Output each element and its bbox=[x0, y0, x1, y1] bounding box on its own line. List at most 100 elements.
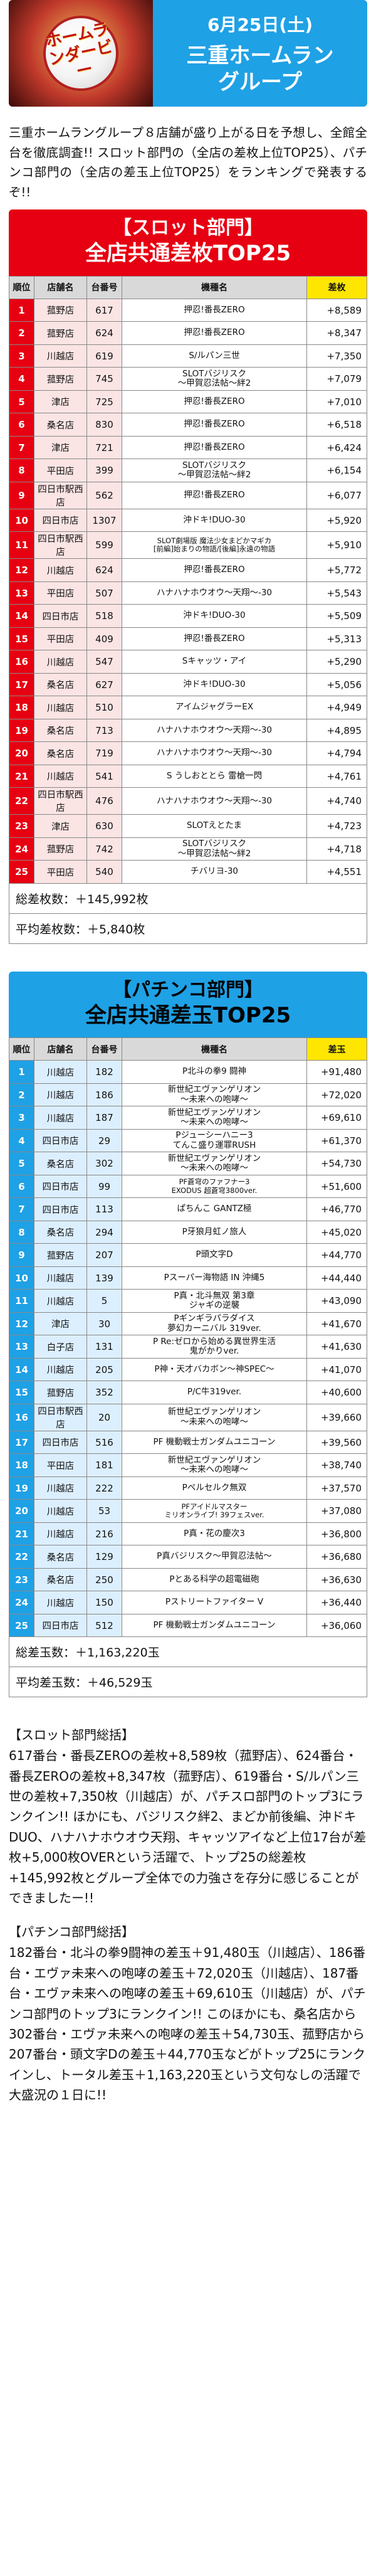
rank-cell: 22 bbox=[9, 787, 34, 815]
store-cell: 桑名店 bbox=[34, 1220, 87, 1244]
machine-name-cell: 沖ドキ!DUO-30 bbox=[122, 672, 307, 697]
machine-name-cell: Pとある科学の超電磁砲 bbox=[122, 1567, 307, 1592]
pachinko-banner-title: 【パチンコ部門】 bbox=[113, 978, 263, 1001]
table-row: 5 津店 725 押忍!番長ZERO +7,010 bbox=[9, 390, 367, 414]
machine-name-cell: P真・北斗無双 第3章 ジャギの逆襲 bbox=[122, 1289, 307, 1313]
machine-name-cell: 押忍!番長ZERO bbox=[122, 321, 307, 345]
machine-name-cell: S/ルパン三世 bbox=[122, 344, 307, 368]
table-row: 14 四日市店 518 沖ドキ!DUO-30 +5,509 bbox=[9, 604, 367, 628]
table-row: 7 津店 721 押忍!番長ZERO +6,424 bbox=[9, 435, 367, 460]
diff-value-cell: +4,761 bbox=[306, 764, 367, 788]
table-row: 1 菰野店 617 押忍!番長ZERO +8,589 bbox=[9, 298, 367, 322]
machine-number-cell: 30 bbox=[86, 1312, 122, 1336]
table-row: 9 菰野店 207 P頭文字D +44,770 bbox=[9, 1243, 367, 1267]
table-row: 20 川越店 53 PFアイドルマスター ミリオンライブ! 39フェスver. +37,0… bbox=[9, 1499, 367, 1523]
machine-name-cell: Sキャッツ・アイ bbox=[122, 650, 307, 674]
table-row: 2 菰野店 624 押忍!番長ZERO +8,347 bbox=[9, 321, 367, 345]
table-row: 24 菰野店 742 SLOTバジリスク ～甲賀忍法帖～絆2 +4,718 bbox=[9, 837, 367, 861]
table-row: 8 桑名店 294 P牙狼月虹ノ旅人 +45,020 bbox=[9, 1220, 367, 1244]
machine-name-cell: Pギンギラパラダイス 夢幻カーニバル 319ver. bbox=[122, 1312, 307, 1336]
rank-cell: 23 bbox=[9, 814, 34, 838]
diff-value-cell: +7,079 bbox=[306, 367, 367, 391]
machine-number-cell: 830 bbox=[86, 413, 122, 437]
rank-cell: 2 bbox=[9, 321, 34, 345]
store-cell: 平田店 bbox=[34, 860, 87, 884]
machine-name-cell: 新世紀エヴァンゲリオン ～未来への咆哮～ bbox=[122, 1106, 307, 1130]
machine-number-cell: 540 bbox=[86, 860, 122, 884]
rank-cell: 1 bbox=[9, 1060, 34, 1084]
rank-cell: 12 bbox=[9, 1312, 34, 1336]
rank-cell: 5 bbox=[9, 1152, 34, 1175]
rank-cell: 15 bbox=[9, 627, 34, 651]
diff-value-cell: +5,543 bbox=[306, 581, 367, 605]
store-cell: 桑名店 bbox=[34, 1545, 87, 1569]
rank-cell: 11 bbox=[9, 1289, 34, 1313]
machine-name-cell: 押忍!番長ZERO bbox=[122, 435, 307, 460]
store-cell: 川越店 bbox=[34, 558, 87, 582]
machine-name-cell: S うしおととら 雷槍一閃 bbox=[122, 764, 307, 788]
machine-name-cell: P牙狼月虹ノ旅人 bbox=[122, 1220, 307, 1244]
rank-cell: 19 bbox=[9, 1476, 34, 1500]
machine-number-cell: 721 bbox=[86, 435, 122, 460]
machine-name-cell: 押忍!番長ZERO bbox=[122, 558, 307, 582]
group-title-line2: グループ bbox=[218, 70, 302, 95]
group-title-line1: 三重ホームラン bbox=[186, 43, 334, 68]
store-cell: 菰野店 bbox=[34, 1381, 87, 1404]
rank-cell: 24 bbox=[9, 837, 34, 861]
diff-value-cell: +39,660 bbox=[306, 1403, 367, 1431]
machine-name-cell: 押忍!番長ZERO bbox=[122, 390, 307, 414]
store-cell: 菰野店 bbox=[34, 1243, 87, 1267]
header-diff: 差枚 bbox=[306, 275, 367, 299]
machine-number-cell: 182 bbox=[86, 1060, 122, 1084]
store-cell: 四日市駅西店 bbox=[34, 1403, 87, 1431]
diff-value-cell: +39,560 bbox=[306, 1430, 367, 1455]
machine-number-cell: 742 bbox=[86, 837, 122, 861]
diff-value-cell: +36,680 bbox=[306, 1545, 367, 1569]
store-cell: 桑名店 bbox=[34, 718, 87, 743]
rank-cell: 21 bbox=[9, 764, 34, 788]
store-cell: 桑名店 bbox=[34, 672, 87, 697]
machine-number-cell: 518 bbox=[86, 604, 122, 628]
rank-cell: 19 bbox=[9, 718, 34, 743]
machine-name-cell: 新世紀エヴァンゲリオン ～未来への咆哮～ bbox=[122, 1453, 307, 1477]
machine-number-cell: 113 bbox=[86, 1197, 122, 1221]
table-row: 3 川越店 619 S/ルパン三世 +7,350 bbox=[9, 344, 367, 368]
diff-value-cell: +5,313 bbox=[306, 627, 367, 651]
machine-number-cell: 547 bbox=[86, 650, 122, 674]
machine-name-cell: 沖ドキ!DUO-30 bbox=[122, 604, 307, 628]
table-row: 10 川越店 139 Pスーパー海物語 IN 沖縄5 +44,440 bbox=[9, 1266, 367, 1290]
machine-number-cell: 399 bbox=[86, 458, 122, 482]
machine-number-cell: 630 bbox=[86, 814, 122, 838]
diff-value-cell: +5,772 bbox=[306, 558, 367, 582]
rank-cell: 2 bbox=[9, 1083, 34, 1107]
machine-name-cell: 押忍!番長ZERO bbox=[122, 298, 307, 322]
header-machine-name: 機種名 bbox=[122, 275, 307, 299]
machine-number-cell: 512 bbox=[86, 1613, 122, 1638]
diff-value-cell: +7,350 bbox=[306, 344, 367, 368]
machine-name-cell: Pぺルセルク無双 bbox=[122, 1476, 307, 1500]
machine-name-cell: P神・天才バカボン～神SPEC～ bbox=[122, 1357, 307, 1382]
rank-cell: 18 bbox=[9, 696, 34, 719]
table-row: 13 白子店 131 P Re:ゼロから始める異世界生活 鬼がかりver. +41,630 bbox=[9, 1335, 367, 1359]
machine-name-cell: SLOTバジリスク ～甲賀忍法帖～絆2 bbox=[122, 367, 307, 391]
rank-cell: 14 bbox=[9, 1357, 34, 1382]
machine-name-cell: ハナハナホウオウ～天翔～-30 bbox=[122, 718, 307, 743]
table-row: 13 平田店 507 ハナハナホウオウ～天翔～-30 +5,543 bbox=[9, 581, 367, 605]
diff-value-cell: +4,794 bbox=[306, 741, 367, 765]
store-cell: 川越店 bbox=[34, 344, 87, 368]
diff-value-cell: +36,440 bbox=[306, 1591, 367, 1614]
diff-value-cell: +61,370 bbox=[306, 1128, 367, 1153]
store-cell: 白子店 bbox=[34, 1335, 87, 1359]
machine-name-cell: P/C牛319ver. bbox=[122, 1381, 307, 1404]
machine-number-cell: 617 bbox=[86, 298, 122, 322]
diff-value-cell: +51,600 bbox=[306, 1174, 367, 1199]
diff-value-cell: +46,770 bbox=[306, 1197, 367, 1221]
machine-number-cell: 250 bbox=[86, 1567, 122, 1592]
rank-cell: 5 bbox=[9, 390, 34, 414]
table-row: 16 川越店 547 Sキャッツ・アイ +5,290 bbox=[9, 650, 367, 674]
rank-cell: 20 bbox=[9, 1499, 34, 1523]
store-cell: 津店 bbox=[34, 435, 87, 460]
rank-cell: 17 bbox=[9, 672, 34, 697]
group-title: 三重ホームラン グループ bbox=[186, 43, 333, 96]
diff-value-cell: +4,740 bbox=[306, 787, 367, 815]
